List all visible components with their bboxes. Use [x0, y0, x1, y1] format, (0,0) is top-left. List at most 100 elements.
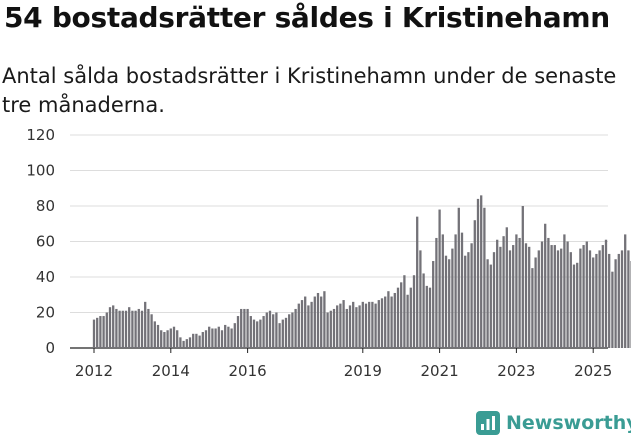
bar [243, 308, 246, 348]
bar [419, 250, 422, 348]
bar-chart: 0 20 40 60 80 100 120 2012 2014 2016 2019 2021 2023… [26, 126, 631, 380]
bar [240, 308, 243, 348]
bar [531, 268, 534, 348]
bar [233, 323, 236, 348]
bar [236, 316, 240, 348]
bar [195, 333, 198, 348]
bar [326, 312, 329, 348]
bar [288, 314, 291, 348]
bar [473, 220, 476, 348]
y-tick-label: 60 [36, 233, 55, 251]
bar [201, 332, 204, 348]
bar [297, 303, 300, 348]
bar [614, 259, 617, 348]
bar [608, 253, 611, 348]
y-tick-label: 120 [26, 126, 55, 144]
bar [451, 248, 454, 348]
bar [166, 330, 169, 348]
bar [422, 273, 425, 348]
bar [588, 250, 592, 348]
bar [96, 317, 99, 348]
bar [454, 234, 457, 348]
bar [131, 310, 134, 348]
bar [220, 330, 224, 348]
bar [140, 310, 144, 348]
bar [153, 321, 156, 348]
bar [627, 250, 630, 348]
bar [480, 195, 483, 348]
bar [217, 326, 220, 348]
bar [492, 252, 496, 348]
bar [595, 253, 598, 348]
bar [262, 316, 265, 348]
brand-name: Newsworthy [506, 412, 631, 434]
bar [230, 328, 233, 348]
bar [182, 340, 185, 348]
bar [115, 308, 118, 348]
bar [425, 285, 428, 348]
bar [403, 275, 406, 348]
y-tick-label: 20 [36, 304, 55, 322]
bar [499, 246, 502, 348]
bar [124, 310, 128, 348]
bar [310, 301, 313, 348]
y-tick-label: 40 [36, 268, 55, 286]
bar [592, 257, 595, 348]
brand-logo: Newsworthy [476, 410, 631, 436]
bar [172, 326, 176, 348]
bar [198, 335, 201, 348]
bar [272, 314, 275, 348]
bar [579, 248, 582, 348]
bar [390, 296, 393, 348]
bar [377, 300, 380, 348]
bar [144, 301, 147, 348]
bar [291, 312, 294, 348]
bar [460, 232, 464, 348]
bar [550, 245, 553, 348]
bar [432, 261, 435, 348]
bar [348, 305, 352, 348]
bar [489, 264, 492, 348]
bar [380, 298, 384, 348]
bar [396, 287, 400, 348]
bar [400, 282, 403, 348]
bar [323, 291, 326, 348]
newsworthy-logo-icon [476, 411, 500, 435]
bar [508, 250, 512, 348]
bar [358, 305, 361, 348]
chart-title: 54 bostadsrätter såldes i Kristinehamn [4, 1, 610, 34]
bar [502, 236, 505, 348]
bar [118, 310, 121, 348]
bar [585, 241, 588, 348]
bar [553, 245, 556, 348]
bar [300, 300, 304, 348]
bar [329, 310, 332, 348]
bar [620, 250, 624, 348]
bar [249, 316, 252, 348]
bar [268, 310, 272, 348]
x-tick-label: 2021 [421, 362, 459, 380]
bar [582, 245, 585, 348]
bar [576, 262, 579, 348]
bar [169, 328, 172, 348]
bar [572, 264, 576, 348]
bar [428, 287, 432, 348]
bar [374, 303, 377, 348]
bar [617, 253, 620, 348]
bar [435, 237, 438, 348]
bar [281, 319, 284, 348]
bar [316, 292, 320, 348]
y-tick-label: 100 [26, 162, 55, 180]
bar [512, 245, 515, 348]
bar [192, 333, 195, 348]
bar [483, 207, 486, 348]
bar [540, 241, 544, 348]
bar [393, 292, 396, 348]
bar [569, 252, 572, 348]
bar [556, 250, 560, 348]
bar [275, 312, 278, 348]
bar [486, 259, 489, 348]
bar [92, 319, 96, 348]
bar [457, 207, 460, 348]
bar [278, 323, 281, 348]
